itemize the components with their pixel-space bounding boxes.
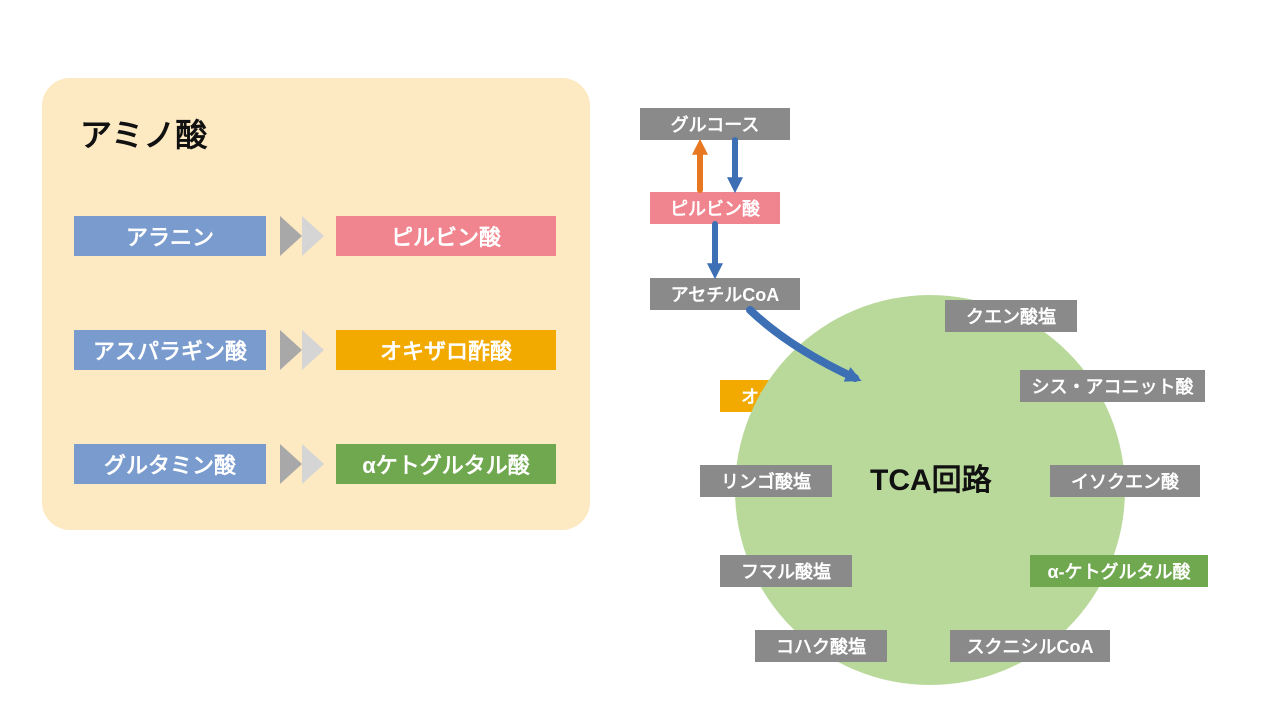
tca-node-malate: リンゴ酸塩: [700, 465, 832, 497]
amino-box: アラニン: [74, 216, 266, 256]
tca-node-fumarate: フマル酸塩: [720, 555, 852, 587]
chevron-right-icon: [280, 216, 302, 256]
panel-title: アミノ酸: [80, 110, 207, 156]
product-box: オキザロ酢酸: [336, 330, 556, 370]
amino-box: アスパラギン酸: [74, 330, 266, 370]
tca-node-isocit: イソクエン酸: [1050, 465, 1200, 497]
tca-node-cisacon: シス・アコニット酸: [1020, 370, 1205, 402]
chevron-right-icon: [302, 444, 324, 484]
amino-box: グルタミン酸: [74, 444, 266, 484]
product-box: αケトグルタル酸: [336, 444, 556, 484]
node-acetylcoa: アセチルCoA: [650, 278, 800, 310]
tca-node-citrate: クエン酸塩: [945, 300, 1077, 332]
chevron-right-icon: [302, 330, 324, 370]
tca-node-akg: α-ケトグルタル酸: [1030, 555, 1208, 587]
product-box: ピルビン酸: [336, 216, 556, 256]
node-glucose: グルコース: [640, 108, 790, 140]
chevron-right-icon: [280, 330, 302, 370]
tca-cycle-label: TCA回路: [870, 455, 992, 499]
tca-node-succinate: コハク酸塩: [755, 630, 887, 662]
node-pyruvate: ピルビン酸: [650, 192, 780, 224]
chevron-right-icon: [280, 444, 302, 484]
chevron-right-icon: [302, 216, 324, 256]
tca-node-succoa: スクニシルCoA: [950, 630, 1110, 662]
